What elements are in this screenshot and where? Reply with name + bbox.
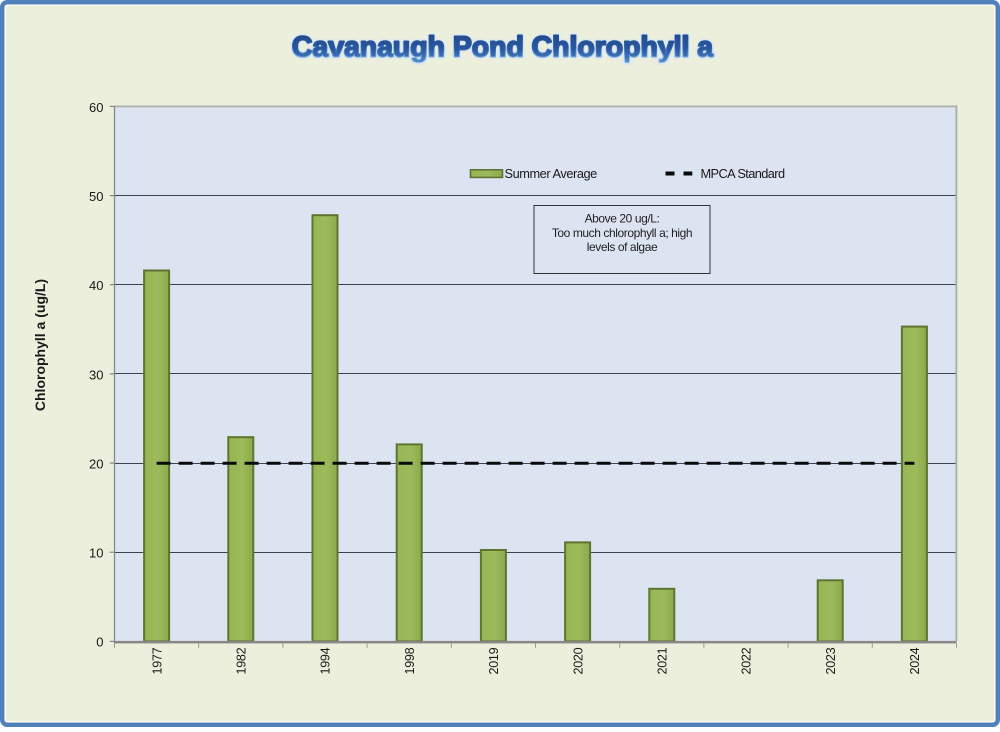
svg-text:1998: 1998 <box>403 647 417 674</box>
svg-text:2019: 2019 <box>487 647 501 674</box>
svg-text:60: 60 <box>89 100 103 115</box>
svg-text:MPCA Standard: MPCA Standard <box>701 166 785 181</box>
svg-text:30: 30 <box>89 367 103 382</box>
svg-text:2023: 2023 <box>824 647 838 674</box>
svg-text:2021: 2021 <box>656 647 670 674</box>
svg-text:20: 20 <box>89 457 103 472</box>
svg-text:50: 50 <box>89 189 103 204</box>
svg-text:2024: 2024 <box>908 647 922 674</box>
svg-text:2020: 2020 <box>571 647 585 674</box>
svg-text:Cavanaugh Pond Chlorophyll a: Cavanaugh Pond Chlorophyll a <box>292 32 713 64</box>
svg-text:40: 40 <box>89 278 103 293</box>
svg-text:Too much chlorophyll a; high: Too much chlorophyll a; high <box>552 226 692 240</box>
svg-text:1977: 1977 <box>150 647 164 674</box>
svg-text:Chlorophyll a (ug/L): Chlorophyll a (ug/L) <box>32 279 48 411</box>
svg-text:levels of algae: levels of algae <box>587 240 658 254</box>
svg-text:Above 20 ug/L:: Above 20 ug/L: <box>585 212 660 226</box>
svg-text:Summer Average: Summer Average <box>505 166 598 181</box>
svg-text:0: 0 <box>96 635 103 650</box>
svg-text:10: 10 <box>89 546 103 561</box>
svg-text:Cavanaugh Pond Chlorophyll a: Cavanaugh Pond Chlorophyll a <box>292 32 713 64</box>
svg-text:1982: 1982 <box>235 647 249 674</box>
svg-text:2022: 2022 <box>740 647 754 674</box>
svg-text:1994: 1994 <box>319 647 333 674</box>
